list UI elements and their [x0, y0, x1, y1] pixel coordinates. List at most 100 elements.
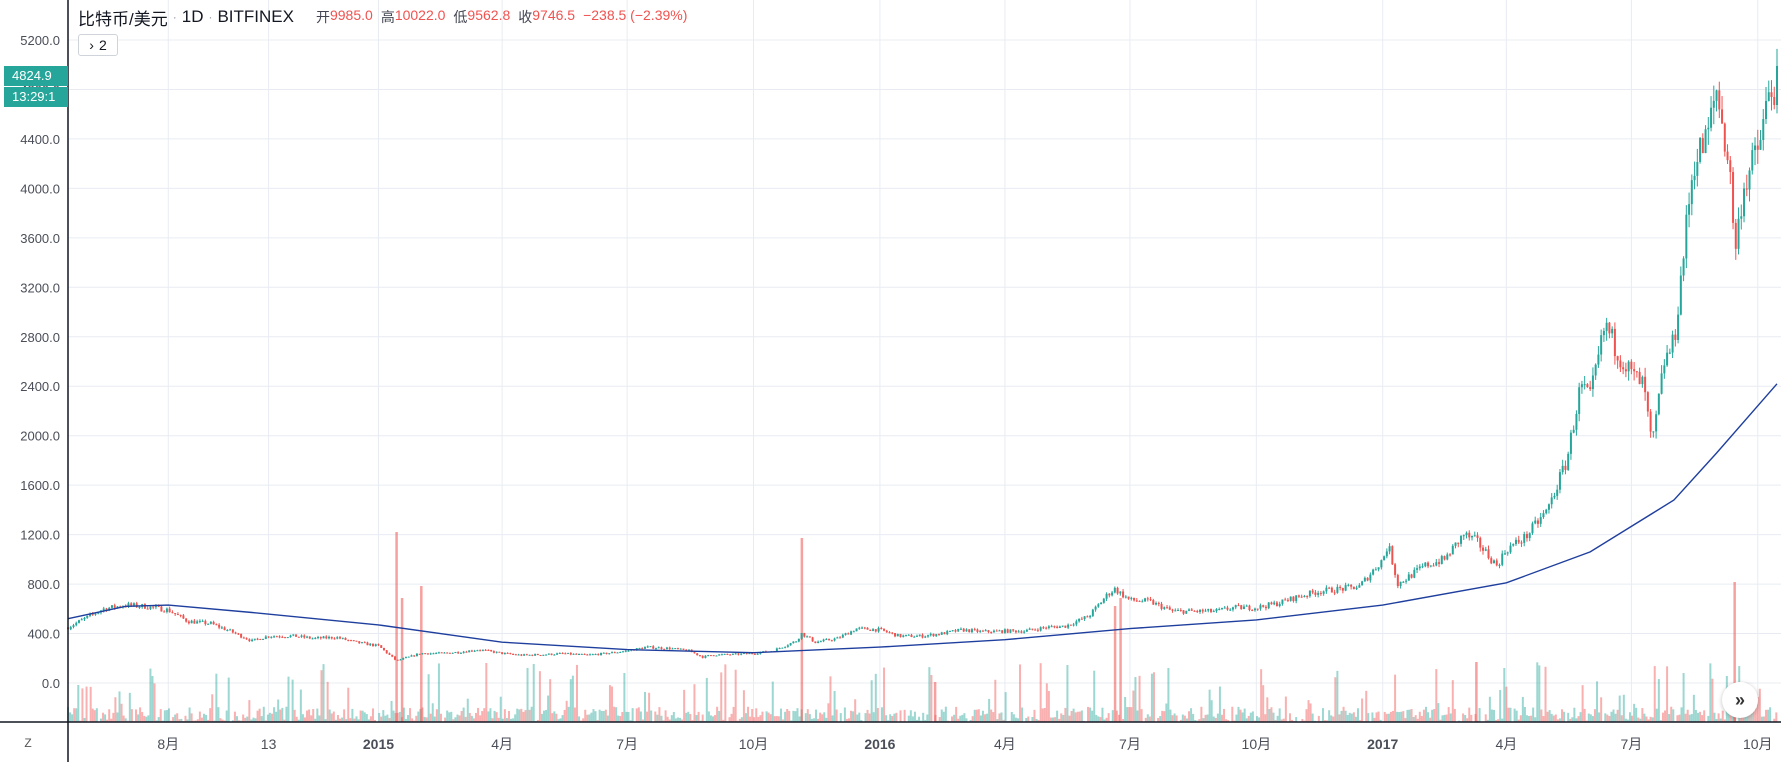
candle-body — [1256, 608, 1259, 610]
candle-body — [1080, 618, 1083, 620]
volume-bar — [526, 667, 529, 722]
candle-body — [907, 634, 910, 636]
volume-bar — [1550, 713, 1553, 722]
candle-body — [168, 608, 171, 613]
candle-body — [1374, 569, 1377, 571]
candle-body — [196, 621, 199, 624]
volume-bar — [569, 679, 572, 722]
candle-body — [654, 648, 657, 650]
candle-body — [693, 652, 696, 654]
candle-body — [1089, 615, 1092, 618]
candle-body — [580, 653, 583, 655]
scroll-to-realtime-button[interactable]: » — [1722, 682, 1758, 718]
candle-body — [1633, 369, 1636, 372]
volume-bar — [1416, 718, 1419, 722]
volume-bar — [1268, 709, 1271, 722]
volume-bar — [648, 692, 651, 722]
volume-bar — [1128, 707, 1131, 722]
candle-body — [605, 652, 608, 655]
volume-bar — [854, 699, 857, 722]
symbol-name[interactable]: 比特币/美元 — [78, 9, 168, 29]
volume-bar — [858, 712, 861, 722]
volume-bar — [757, 716, 760, 722]
candle-body — [833, 638, 836, 641]
volume-bar — [1626, 719, 1629, 722]
indicators-collapse-button[interactable]: › 2 — [78, 34, 118, 56]
candle-body — [1765, 100, 1768, 120]
candle-body — [245, 638, 248, 640]
candle-body — [487, 649, 490, 651]
volume-bar — [1002, 719, 1005, 722]
candle-body — [1743, 188, 1746, 217]
volume-bar — [355, 716, 358, 722]
candle-body — [1336, 586, 1339, 593]
candle-body — [1528, 533, 1531, 539]
candle-body — [317, 637, 320, 639]
volume-bar — [1346, 714, 1349, 722]
volume-bar — [1612, 709, 1615, 722]
candle-body — [459, 652, 462, 654]
moving-average — [67, 383, 1778, 654]
timezone-button[interactable]: Z — [24, 736, 32, 750]
volume-bar — [207, 719, 210, 722]
candle-body — [811, 637, 814, 642]
candle-body — [382, 647, 385, 651]
volume-bar — [598, 709, 601, 722]
volume-bar — [687, 711, 690, 722]
candle-body — [1624, 369, 1627, 372]
volume-bar — [1375, 712, 1378, 722]
candle-body — [910, 634, 913, 637]
candle-body — [528, 654, 531, 656]
volume-bar — [674, 718, 677, 722]
candle-body — [514, 654, 517, 656]
candle-body — [1391, 546, 1394, 565]
price-tick-label: 3200.0 — [20, 280, 60, 295]
candle-body — [1242, 606, 1245, 610]
candle-body — [1264, 606, 1267, 609]
candle-body — [940, 632, 943, 635]
volume-bar — [540, 713, 543, 722]
candle-body — [1190, 609, 1193, 611]
candle-body — [179, 614, 182, 616]
candle-body — [393, 656, 396, 660]
candle-body — [1704, 129, 1707, 154]
interval-label[interactable]: 1D — [181, 7, 204, 26]
candle-body — [781, 647, 784, 649]
candle-body — [1410, 574, 1413, 578]
volume-bar — [672, 711, 675, 722]
candle-body — [1734, 222, 1737, 249]
volume-bar — [81, 688, 84, 722]
candle-body — [363, 642, 366, 644]
volume-bar — [392, 710, 395, 722]
candle-body — [446, 652, 449, 654]
volume-bar — [1647, 719, 1650, 722]
volume-bar — [1567, 712, 1570, 722]
volume-bar — [1437, 703, 1440, 722]
volume-bar — [1010, 712, 1013, 722]
volume-bar — [1185, 718, 1188, 722]
volume-bar — [172, 717, 175, 722]
volume-bar — [221, 719, 224, 722]
volume-bar — [887, 720, 890, 722]
volume-bar — [833, 691, 836, 722]
volume-bar — [1433, 708, 1436, 722]
volume-bar — [883, 667, 886, 722]
candle-body — [1586, 384, 1589, 388]
candle-body — [883, 628, 886, 631]
candle-body — [193, 620, 196, 624]
volume-bar — [575, 664, 578, 722]
candle-body — [358, 641, 361, 644]
candle-body — [1712, 100, 1715, 108]
candle-body — [531, 654, 534, 656]
candle-body — [1487, 549, 1490, 559]
candle-body — [187, 621, 190, 624]
volume-bar — [1330, 715, 1333, 722]
candle-body — [220, 627, 223, 629]
volume-bar — [761, 711, 764, 722]
volume-bar — [1237, 706, 1240, 722]
volume-bar — [1348, 712, 1351, 722]
volume-bar — [1484, 714, 1487, 722]
volume-bar — [744, 713, 747, 722]
